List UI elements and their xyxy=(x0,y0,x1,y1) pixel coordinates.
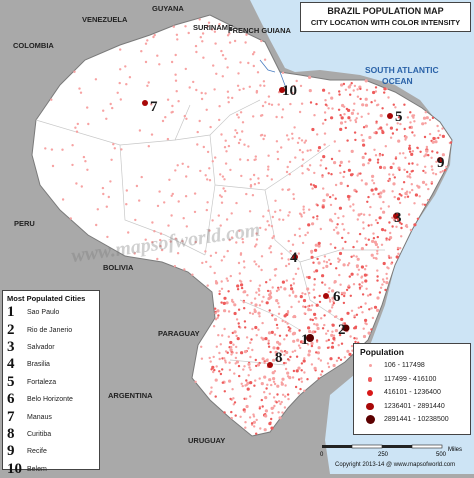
city-name: Fortaleza xyxy=(27,378,57,386)
city-rank: 1 xyxy=(7,304,15,321)
city-name: Curitiba xyxy=(27,430,52,438)
city-marker-salvador[interactable]: 3 xyxy=(394,210,402,226)
city-marker-belem[interactable]: 10 xyxy=(282,83,297,99)
city-name: Salvador xyxy=(27,343,55,351)
city-list-item: 5 Fortaleza xyxy=(3,374,99,391)
city-name: Rio de Janerio xyxy=(27,326,73,334)
map-title: BRAZIL POPULATION MAP xyxy=(327,6,444,16)
country-label-argentina: ARGENTINA xyxy=(108,391,153,400)
city-marker-sao-paulo[interactable]: 1 xyxy=(301,332,309,348)
country-label-suriname: SURINAME xyxy=(193,23,233,32)
legend-label: 1236401 - 2891440 xyxy=(384,402,445,410)
city-list-item: 7 Manaus xyxy=(3,408,99,425)
legend-label: 117499 - 416100 xyxy=(384,375,437,383)
city-list-item: 3 Salvador xyxy=(3,339,99,356)
legend-label: 106 - 117498 xyxy=(384,362,425,370)
scale-unit: Miles xyxy=(448,447,462,453)
rivers xyxy=(259,59,287,89)
city-name: Brasilia xyxy=(27,361,50,369)
legend-row: 117499 - 416100 xyxy=(354,373,470,387)
city-rank: 6 xyxy=(7,391,15,408)
city-rank: 10 xyxy=(7,460,22,477)
legend-rows: 106 - 117498 117499 - 416100 416101 - 1236… xyxy=(354,359,470,427)
city-name: Belo Horizonte xyxy=(27,396,73,404)
ocean-label-line1: SOUTH ATLANTIC xyxy=(365,65,439,75)
city-rank: 4 xyxy=(7,356,15,373)
city-name: Sao Paulo xyxy=(27,309,60,317)
country-label-guyana: GUYANA xyxy=(152,4,184,13)
city-rank: 2 xyxy=(7,321,15,338)
city-marker-curitiba[interactable]: 8 xyxy=(275,350,283,366)
city-list-item: 9 Recife xyxy=(3,443,99,460)
legend-dot-icon xyxy=(368,364,372,368)
city-rank: 8 xyxy=(7,425,15,442)
legend-dot-icon xyxy=(367,377,373,382)
cities-panel-header: Most Populated Cities xyxy=(7,294,86,303)
city-list-item: 1 Sao Paulo xyxy=(3,304,99,321)
legend-row: 1236401 - 2891440 xyxy=(354,400,470,414)
legend-dot-icon xyxy=(366,402,374,410)
country-label-venezuela: VENEZUELA xyxy=(82,15,128,24)
city-marker-manaus[interactable]: 7 xyxy=(150,99,158,115)
city-list-item: 8 Curitiba xyxy=(3,426,99,443)
city-marker-recife[interactable]: 9 xyxy=(437,155,445,171)
country-label-paraguay: PARAGUAY xyxy=(158,329,200,338)
ocean-label-line2: OCEAN xyxy=(382,76,413,86)
scale-zero: 0 xyxy=(320,452,324,458)
most-populated-cities-panel: Most Populated Cities 1 Sao Paulo 2 Rio de … xyxy=(2,290,100,477)
city-list-item: 4 Brasilia xyxy=(3,356,99,373)
map-title-box: BRAZIL POPULATION MAP CITY LOCATION WITH… xyxy=(300,2,471,32)
city-list-item: 10 Belem xyxy=(3,461,99,478)
country-label-french-guiana: FRENCH GUIANA xyxy=(228,26,291,35)
scale-bar: 0 250 500 Miles xyxy=(308,443,472,459)
major-city-dots xyxy=(142,87,443,368)
city-rank: 3 xyxy=(7,338,15,355)
city-marker-belo-horizonte[interactable]: 6 xyxy=(333,289,341,305)
map-subtitle: CITY LOCATION WITH COLOR INTENSITY xyxy=(310,18,461,27)
country-label-peru: PERU xyxy=(14,219,35,228)
legend-header: Population xyxy=(360,347,404,357)
city-marker-fortaleza[interactable]: 5 xyxy=(395,109,403,125)
city-list-item: 2 Rio de Janerio xyxy=(3,321,99,338)
city-rank: 5 xyxy=(7,373,15,390)
scale-max: 500 xyxy=(436,452,447,458)
legend-row: 2891441 - 10238500 xyxy=(354,413,470,427)
city-name: Belem xyxy=(27,465,47,473)
city-rank: 9 xyxy=(7,443,15,460)
state-borders xyxy=(35,99,385,366)
legend-dot-icon xyxy=(367,389,373,396)
city-marker-brasilia[interactable]: 4 xyxy=(290,250,298,266)
city-marker-rio[interactable]: 2 xyxy=(338,322,346,338)
city-list: 1 Sao Paulo 2 Rio de Janerio 3 Salvador 4 Brasi… xyxy=(3,304,99,478)
country-label-bolivia: BOLIVIA xyxy=(103,263,134,272)
legend-label: 2891441 - 10238500 xyxy=(384,416,449,424)
legend-row: 416101 - 1236400 xyxy=(354,386,470,400)
city-name: Manaus xyxy=(27,413,52,421)
copyright: Copyright 2013-14 @ www.mapsofworld.com xyxy=(335,462,456,468)
country-label-uruguay: URUGUAY xyxy=(188,436,225,445)
population-legend: Population 106 - 117498 117499 - 416100 41… xyxy=(353,343,471,435)
city-rank: 7 xyxy=(7,408,15,425)
legend-dot-icon xyxy=(365,415,375,425)
legend-label: 416101 - 1236400 xyxy=(384,389,441,397)
scale-mid: 250 xyxy=(378,452,389,458)
legend-row: 106 - 117498 xyxy=(354,359,470,373)
city-name: Recife xyxy=(27,448,47,456)
city-dots xyxy=(44,18,453,435)
city-list-item: 6 Belo Horizonte xyxy=(3,391,99,408)
country-label-colombia: COLOMBIA xyxy=(13,41,54,50)
